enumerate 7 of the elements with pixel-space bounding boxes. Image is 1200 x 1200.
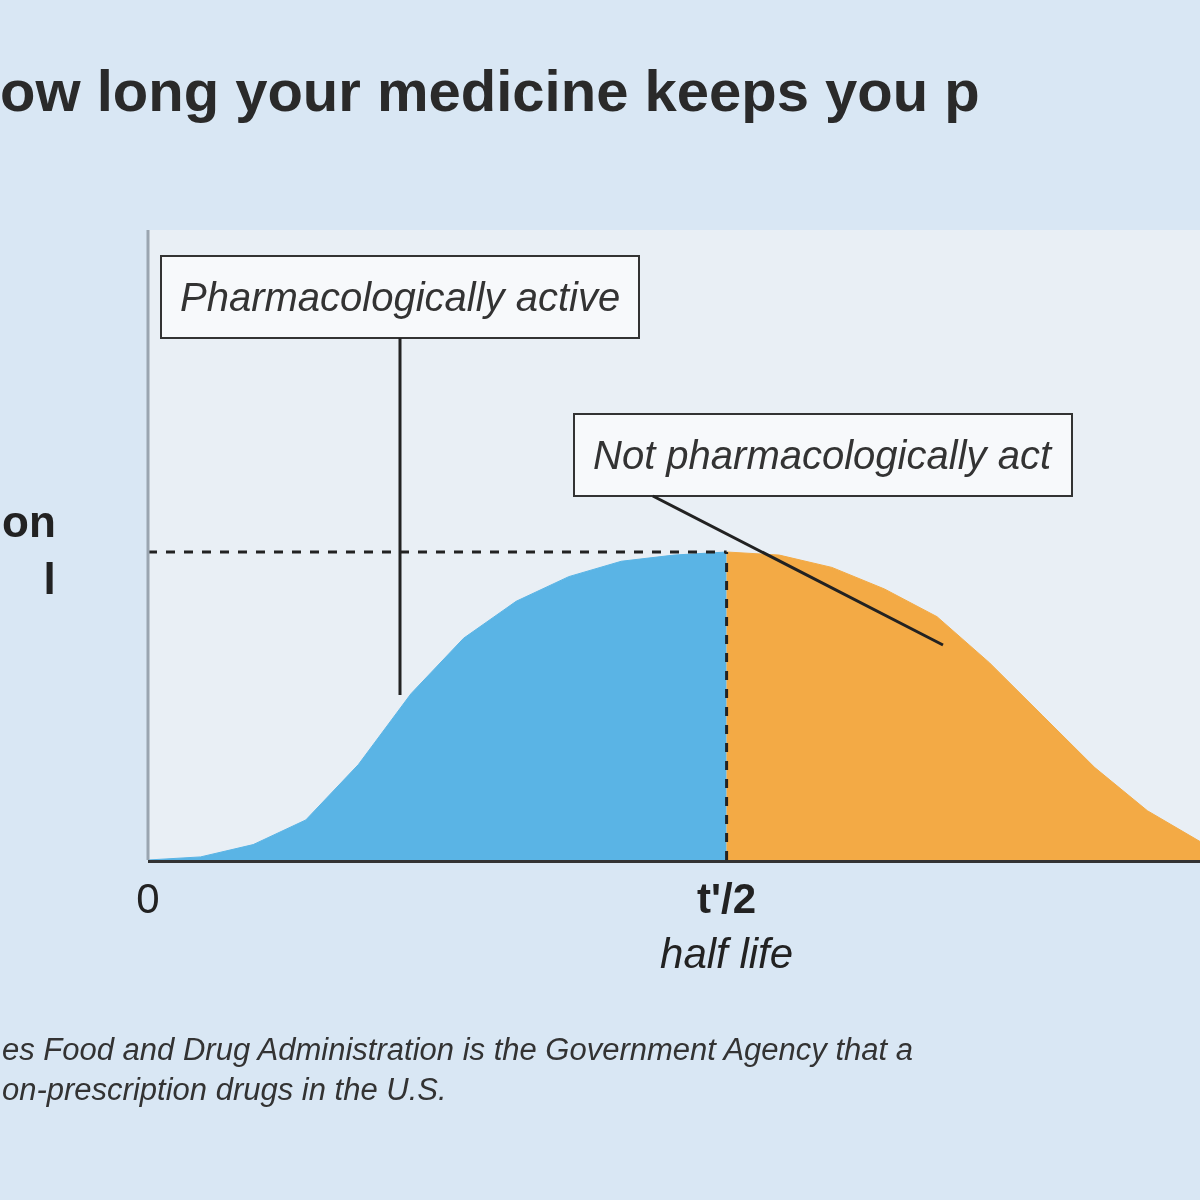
text: Pharmacologically active: [180, 275, 621, 319]
chart-title: ow long your medicine keeps you p: [0, 57, 980, 123]
x-tick-label: 0: [136, 875, 160, 923]
text: Not pharmacologically act: [593, 433, 1053, 477]
text: es Food and Drug Administration is the Government Agency that a on-prescription drugs in the U.S.: [2, 1032, 913, 1108]
y-axis-title: on l: [2, 497, 56, 604]
x-tick-label: t'/2 half life: [660, 875, 794, 977]
